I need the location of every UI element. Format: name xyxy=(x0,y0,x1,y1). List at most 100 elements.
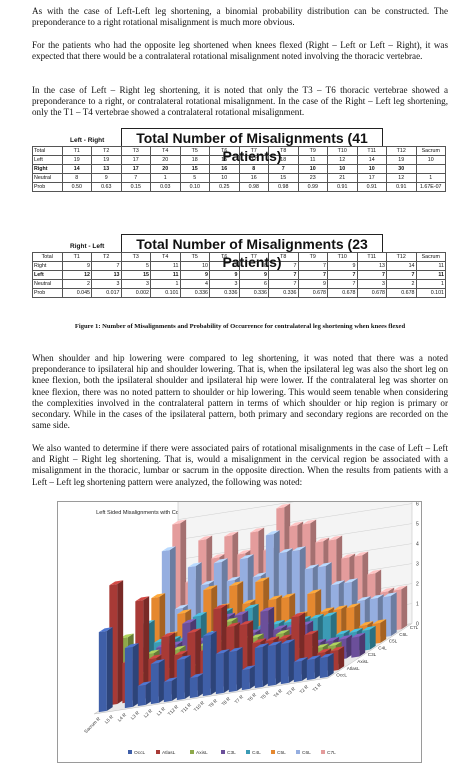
table-row: Left 12 13 15 11 9 9 9 7 7 7 7 7 11 xyxy=(32,270,446,280)
bar-occl-16 xyxy=(306,655,321,681)
table-cell: 1 xyxy=(415,279,446,289)
bar-occl-17 xyxy=(319,653,334,679)
intro-paragraph-3: In the case of Left – Right leg shorteni… xyxy=(32,85,448,118)
row-label: Right xyxy=(32,164,63,174)
x-category-label: L4 R xyxy=(117,712,128,723)
body-paragraph-2: We also wanted to determine if there wer… xyxy=(32,443,448,487)
table-row: Neutral 2 3 3 1 4 3 6 7 9 7 3 2 1 xyxy=(32,279,446,289)
misalignment-table: Total T1 T2 T3 T4 T5 T6 T7 T8 T9 T10 T11 T12 Sacrum Ri… xyxy=(32,252,446,298)
column-header: T3 xyxy=(120,146,151,156)
x-category-label: T8 R xyxy=(221,696,232,707)
depth-axis-label: C5L xyxy=(389,639,398,644)
bar-occl-2 xyxy=(124,643,139,709)
header-corner: Total xyxy=(32,146,63,156)
table-cell: 0.017 xyxy=(91,288,122,298)
table-cell: 9 xyxy=(327,261,358,271)
table-cell: 3 xyxy=(209,279,240,289)
legend-label: C6L xyxy=(302,750,311,756)
row-label: Neutral xyxy=(32,279,63,289)
table-cell: 20 xyxy=(150,155,181,165)
table-cell: 0.91 xyxy=(327,182,358,192)
column-header: T10 xyxy=(327,252,358,262)
table-cell: 11 xyxy=(415,261,446,271)
legend-swatch xyxy=(190,750,194,754)
table-cell: 0.678 xyxy=(327,288,358,298)
table-cell: 0.91 xyxy=(386,182,417,192)
table-cell: 10 xyxy=(209,173,240,183)
legend-swatch xyxy=(246,750,250,754)
bar-occl-12 xyxy=(254,643,269,689)
legend-swatch xyxy=(221,750,225,754)
table-cell: 0.99 xyxy=(297,182,328,192)
x-category-label: T11 R xyxy=(180,702,193,715)
y-tick-label: 3 xyxy=(416,562,419,568)
table-cell: 1 xyxy=(150,173,181,183)
table-cell: 0.678 xyxy=(356,288,387,298)
bar-occl-0 xyxy=(98,627,113,713)
table-cell: 7 xyxy=(327,270,358,280)
table-cell: 13 xyxy=(91,164,122,174)
table-cell: 30 xyxy=(386,164,417,174)
legend-label: AxisL xyxy=(196,750,208,756)
column-header: T5 xyxy=(179,252,210,262)
table-cell: 0.045 xyxy=(61,288,92,298)
table-cell: 7 xyxy=(356,270,387,280)
column-header: T10 xyxy=(327,146,358,156)
table-cell: 0.336 xyxy=(209,288,240,298)
table-cell: 0.15 xyxy=(120,182,151,192)
column-header: T2 xyxy=(91,252,122,262)
bar-occl-11 xyxy=(241,665,256,691)
legend-swatch xyxy=(296,750,300,754)
table-cell: 0.63 xyxy=(91,182,122,192)
table-cell: 13 xyxy=(91,270,122,280)
legend-label: C5L xyxy=(277,750,286,756)
table-cell: 4 xyxy=(179,279,210,289)
column-header: T11 xyxy=(356,146,387,156)
legend-swatch xyxy=(128,750,132,754)
table-title: Total Number of Misalignments (41 Patien… xyxy=(121,128,383,164)
column-header: T12 xyxy=(386,146,417,156)
table-cell: 7 xyxy=(297,270,328,280)
figure-caption: Figure 1: Number of Misalignments and Pr… xyxy=(74,323,406,330)
table-cell: 15 xyxy=(268,173,299,183)
table-cell: 7 xyxy=(386,270,417,280)
table-cell: 17 xyxy=(356,173,387,183)
x-category-label: T1 R xyxy=(312,682,323,693)
x-category-label: T12 R xyxy=(167,704,180,717)
legend-label: AtlasL xyxy=(162,750,176,756)
table-cell: 12 xyxy=(327,155,358,165)
row-label: Left xyxy=(32,270,63,280)
bar-c3l-17 xyxy=(351,632,366,658)
depth-axis-label: C3L xyxy=(368,652,377,657)
x-category-label: T9 R xyxy=(208,698,219,709)
bar-occl-15 xyxy=(293,657,308,683)
bar-occl-4 xyxy=(150,659,165,705)
depth-axis-label: AtlasL xyxy=(347,666,360,671)
table-cell: 5 xyxy=(120,261,151,271)
table-row: Prob 0.50 0.63 0.15 0.03 0.10 0.25 0.98 0.98 0.99… xyxy=(32,182,446,192)
table-cell: 0.98 xyxy=(238,182,269,192)
column-header: T4 xyxy=(150,146,181,156)
table-cell: 0.50 xyxy=(61,182,92,192)
legend-label: C3L xyxy=(227,750,236,756)
table-cell: 10 xyxy=(327,164,358,174)
depth-axis-label: OccL xyxy=(336,673,347,678)
table-cell: 10 xyxy=(356,164,387,174)
x-category-label: T10 R xyxy=(193,700,206,713)
column-header: T4 xyxy=(150,252,181,262)
table-cell: 0.678 xyxy=(386,288,417,298)
table-cell: 0.336 xyxy=(238,288,269,298)
bar-occl-7 xyxy=(189,673,204,699)
table-right-left: Right - Left Total Number of Misalignmen… xyxy=(32,232,446,298)
table-cell: 8 xyxy=(61,173,92,183)
x-category-label: L5 R xyxy=(104,714,115,725)
legend-swatch xyxy=(156,750,160,754)
table-cell: 19 xyxy=(61,155,92,165)
table-cell: 11 xyxy=(150,261,181,271)
intro-paragraph-2: For the patients who had the opposite le… xyxy=(32,40,448,62)
table-cell: 9 xyxy=(179,270,210,280)
legend-label: C4L xyxy=(252,750,261,756)
table-cell: 19 xyxy=(91,155,122,165)
table-cell: 15 xyxy=(120,270,151,280)
table-cell: 6 xyxy=(238,279,269,289)
